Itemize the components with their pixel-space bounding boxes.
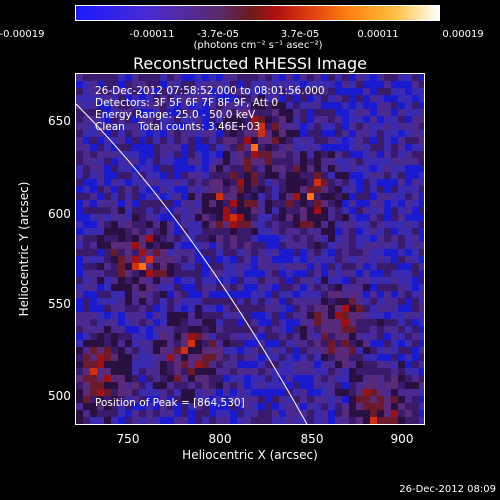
colorbar-tick: 0.00019 <box>442 29 484 40</box>
x-tick: 900 <box>390 432 414 446</box>
timestamp: 26-Dec-2012 08:09 <box>399 484 496 495</box>
rhessi-image <box>75 73 425 425</box>
colorbar-tick: -0.00019 <box>0 29 45 40</box>
colorbar-tick: -3.7e-05 <box>197 29 239 40</box>
colorbar-unit: (photons cm⁻² s⁻¹ asec⁻²) <box>193 40 323 51</box>
colorbar-tick: -0.00011 <box>129 29 175 40</box>
clean-counts: Clean Total counts: 3.46E+03 <box>95 121 261 133</box>
info-block: 26-Dec-2012 07:58:52.000 to 08:01:56.000… <box>95 85 325 133</box>
y-axis-label: Heliocentric Y (arcsec) <box>17 181 31 317</box>
peak-position: Position of Peak = [864,530] <box>95 397 245 409</box>
y-tick: 550 <box>48 297 71 311</box>
x-tick: 850 <box>300 432 324 446</box>
y-tick: 600 <box>48 207 71 221</box>
y-tick: 650 <box>48 114 71 128</box>
colorbar-tick: 0.00011 <box>357 29 399 40</box>
x-axis-label: Heliocentric X (arcsec) <box>182 448 318 462</box>
detectors-line: Detectors: 3F 5F 6F 7F 8F 9F, Att 0 <box>95 97 279 109</box>
energy-range: Energy Range: 25.0 - 50.0 keV <box>95 109 256 121</box>
x-tick: 800 <box>208 432 232 446</box>
y-tick: 500 <box>48 389 71 403</box>
time-range: 26-Dec-2012 07:58:52.000 to 08:01:56.000 <box>95 85 325 97</box>
colorbar <box>75 5 440 21</box>
x-tick: 750 <box>116 432 140 446</box>
colorbar-tick: 3.7e-05 <box>280 29 320 40</box>
image-title: Reconstructed RHESSI Image <box>133 54 367 73</box>
